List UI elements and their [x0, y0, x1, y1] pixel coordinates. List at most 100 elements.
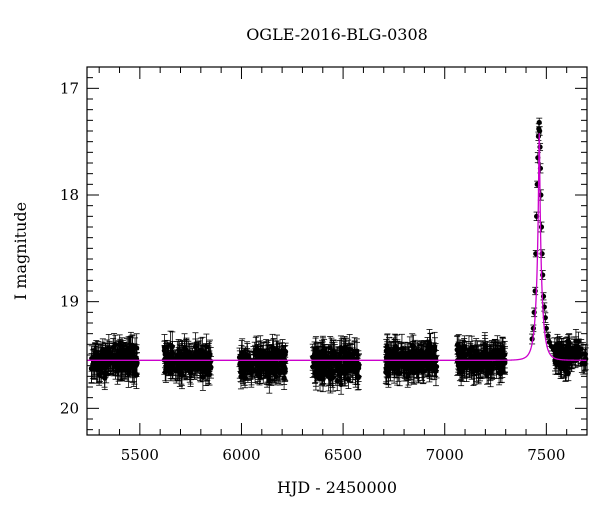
data-point — [352, 349, 358, 355]
data-point — [327, 345, 333, 351]
data-point — [409, 354, 415, 361]
data-point — [248, 362, 254, 368]
data-point — [174, 352, 180, 358]
x-axis-title: HJD - 2450000 — [277, 478, 397, 497]
data-point — [310, 364, 316, 370]
data-point — [535, 133, 542, 139]
data-point — [174, 365, 181, 371]
data-point — [187, 349, 193, 355]
data-point — [200, 374, 206, 380]
y-tick-label: 20 — [60, 399, 79, 417]
data-point — [461, 346, 467, 352]
data-point — [545, 333, 551, 339]
data-point — [126, 370, 132, 377]
data-point — [169, 350, 176, 356]
data-point — [407, 349, 413, 355]
data-point — [197, 364, 203, 370]
data-point — [563, 368, 569, 374]
data-point — [499, 346, 506, 352]
data-point — [345, 377, 352, 383]
data-point — [426, 366, 432, 372]
data-point — [106, 353, 113, 359]
data-point — [424, 353, 431, 359]
data-point — [462, 360, 468, 367]
data-point — [192, 344, 199, 350]
data-point — [402, 354, 409, 360]
data-point — [281, 375, 287, 381]
data-point — [348, 360, 354, 367]
data-point — [497, 371, 504, 377]
data-point — [248, 370, 254, 376]
data-point — [173, 358, 179, 364]
data-point — [550, 347, 557, 353]
data-point — [409, 367, 415, 373]
data-point — [169, 354, 175, 360]
data-point — [102, 375, 108, 381]
data-point — [574, 350, 580, 356]
data-point — [117, 367, 123, 373]
data-point — [386, 347, 392, 353]
data-point — [487, 354, 493, 360]
data-point — [384, 353, 390, 360]
data-point — [250, 358, 257, 364]
data-point — [349, 355, 355, 361]
data-point — [557, 348, 563, 354]
data-point — [410, 362, 416, 368]
data-point — [482, 344, 488, 350]
data-point — [238, 353, 245, 359]
data-point — [98, 358, 104, 365]
x-tick-label: 7000 — [426, 446, 464, 464]
data-point — [384, 370, 390, 376]
data-point — [571, 345, 577, 351]
data-point — [245, 367, 251, 373]
axis-ticks-layer — [87, 67, 588, 435]
data-point — [335, 362, 341, 368]
data-point — [356, 362, 362, 368]
data-point — [478, 356, 484, 363]
data-point — [489, 361, 495, 367]
chart-title: OGLE-2016-BLG-0308 — [246, 25, 428, 44]
data-point — [103, 370, 109, 376]
data-point — [207, 352, 213, 358]
data-point — [133, 372, 140, 378]
data-point — [258, 357, 264, 363]
data-point — [492, 351, 498, 357]
data-point — [325, 354, 332, 360]
data-point — [328, 368, 334, 374]
data-point — [316, 352, 322, 358]
data-point — [238, 369, 244, 375]
data-point — [269, 344, 276, 350]
data-point — [536, 119, 542, 126]
data-point — [319, 371, 325, 377]
data-point — [169, 344, 175, 350]
data-point — [260, 366, 266, 372]
data-point — [121, 356, 127, 362]
data-point — [96, 371, 102, 378]
data-point — [312, 370, 318, 376]
data-point — [263, 350, 269, 356]
data-point — [106, 345, 112, 351]
data-point — [420, 368, 426, 374]
data-point — [203, 369, 209, 375]
data-point — [118, 349, 124, 356]
data-point — [471, 366, 478, 373]
data-point — [353, 369, 359, 376]
data-point — [432, 355, 439, 361]
data-point — [538, 224, 545, 230]
data-point — [414, 365, 420, 371]
data-point — [455, 363, 461, 369]
data-point — [326, 373, 332, 380]
data-point — [178, 370, 184, 376]
x-tick-label: 6500 — [324, 446, 362, 464]
data-point — [117, 341, 123, 348]
data-point — [257, 348, 263, 354]
data-point — [187, 354, 193, 360]
data-point — [93, 350, 99, 356]
data-point — [105, 361, 111, 367]
data-point — [257, 352, 263, 358]
data-point — [133, 363, 139, 369]
data-point — [201, 363, 208, 369]
data-point — [341, 368, 348, 374]
data-point — [321, 350, 327, 356]
data-point — [244, 354, 250, 360]
